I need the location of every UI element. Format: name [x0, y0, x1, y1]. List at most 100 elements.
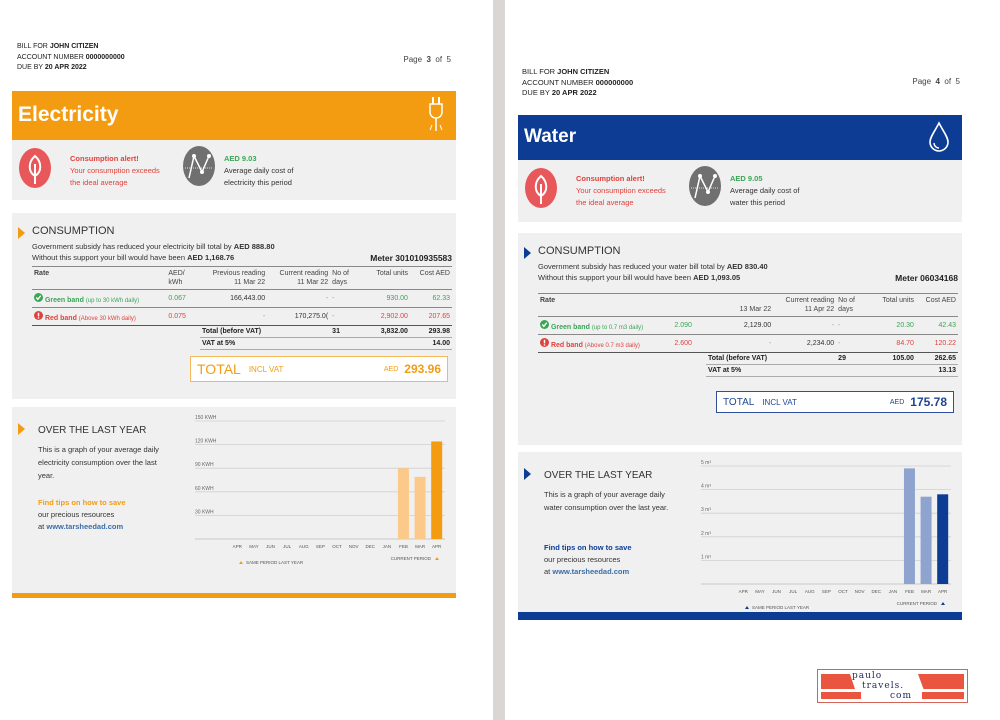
col-label: 11 Mar 22 [234, 279, 266, 286]
col-current-reading: Current reading 11 Apr 22 [773, 294, 836, 317]
legend-last-year: SAME PERIOD LAST YEAR [752, 605, 810, 610]
total-incl-vat-box: TOTAL INCL VAT AED 293.96 [190, 356, 448, 382]
x-tick-label: JUN [266, 544, 275, 549]
y-tick-label: 2 m³ [701, 531, 711, 537]
x-tick-label: FEB [399, 544, 408, 549]
due-date: 20 APR 2022 [551, 88, 597, 97]
without-support-text: Without this support your bill would hav… [538, 272, 692, 282]
x-tick-label: NOV [349, 544, 359, 549]
tips-link[interactable]: www.tarsheedad.com [552, 567, 630, 576]
consumption-chart: 1 m³ 2 m³ 3 m³ 4 m³ 5 m³ APR MAY JUN JUL AUG SEP OC… [701, 460, 951, 610]
tips-title: Find tips on how to save [38, 498, 126, 507]
tips-link[interactable]: www.tarsheedad.com [46, 522, 124, 531]
y-tick-label: 1 m³ [701, 554, 711, 560]
rate-cell: Red band (Above 30 kWh daily) [32, 308, 166, 326]
cost: 207.65 [428, 313, 450, 320]
bar-current-apr [937, 494, 949, 584]
table-row-red-band: Red band (Above 30 kWh daily) 0.075 - 17… [32, 308, 452, 326]
consumption-table: Rate 13 Mar 22 Current reading 11 Apr 22 … [538, 293, 958, 377]
of-label: of [944, 77, 952, 86]
total-units: 2,902.00 [380, 313, 408, 320]
y-tick-label: 120 KWH [195, 439, 217, 445]
x-tick-label: OCT [332, 544, 342, 549]
watermark-line2: travels. [862, 681, 905, 691]
avg-cost-value: AED 9.03 [224, 154, 257, 163]
consumption-title: CONSUMPTION [538, 245, 621, 257]
current-reading: - [831, 322, 835, 329]
alert-title: Consumption alert! [576, 174, 645, 183]
total-amount: 175.78 [910, 395, 947, 409]
history-description: This is a graph of your average daily wa… [544, 490, 669, 512]
days: - [838, 322, 841, 329]
col-label: No of [838, 297, 855, 304]
y-tick-label: 90 KWH [195, 462, 214, 468]
avg-cost-line1: Average daily cost of [730, 186, 800, 195]
avg-cost-line2: electricity this period [224, 178, 292, 187]
y-tick-label: 4 m³ [701, 484, 711, 490]
tips-title: Find tips on how to save [544, 543, 632, 552]
y-tick-label: 5 m³ [701, 460, 711, 466]
total-amount: 293.96 [404, 362, 441, 376]
subsidy-amount: AED 830.40 [726, 262, 768, 271]
page-bottom-bar [12, 593, 456, 598]
check-circle-icon [34, 293, 43, 302]
vat-amount: 13.13 [915, 364, 958, 377]
spacer [672, 353, 706, 365]
cost-graph-icon [183, 146, 215, 186]
page-current: 4 [935, 77, 940, 86]
consumption-table: Rate AED/kWh Previous reading 11 Mar 22 C… [32, 266, 452, 350]
consumption-alert: Consumption alert! Your consumption excee… [70, 153, 160, 189]
band-note: (up to 30 kWh daily) [85, 298, 140, 304]
x-tick-label: NOV [855, 589, 865, 594]
x-tick-label: JUL [789, 589, 797, 594]
page-label: Page [912, 77, 932, 86]
y-tick-label: 150 KWH [195, 415, 217, 421]
col-rate-label: Rate [540, 297, 556, 304]
currency-label: AED [889, 398, 905, 406]
x-tick-label: OCT [838, 589, 848, 594]
rate-cell: Green band (up to 0.7 m3 daily) [538, 317, 672, 335]
spacer [32, 326, 166, 338]
x-tick-label: AUG [805, 589, 815, 594]
bar-current-apr [431, 441, 443, 539]
x-tick-label: SEP [822, 589, 831, 594]
alert-line1: Your consumption exceeds [576, 186, 666, 195]
total-units: 20.30 [896, 322, 914, 329]
rate-value: 0.067 [168, 295, 186, 302]
current-reading: 2,234.00 [806, 340, 835, 347]
current-reading: 170,275.0( [294, 313, 329, 320]
cost: 42.43 [938, 322, 956, 329]
rate-cell: Red band (Above 0.7 m3 daily) [538, 335, 672, 353]
subsidy-amount: AED 888.80 [233, 242, 275, 251]
col-total-units: Total units [376, 270, 408, 277]
band-name: Green band [44, 297, 84, 304]
spacer [538, 365, 672, 377]
avg-cost-line2: water this period [730, 198, 786, 207]
incl-vat-label: INCL VAT [762, 397, 797, 407]
page-total: 5 [446, 55, 451, 64]
x-tick-label: JAN [383, 544, 392, 549]
without-support-text: Without this support your bill would hav… [32, 252, 186, 262]
alert-line2: the ideal average [70, 178, 128, 187]
cost-before-vat: 262.65 [915, 352, 958, 365]
account-number: 000000000 [595, 77, 634, 87]
cost-graph-icon [689, 166, 721, 206]
col-unit-rate: AED/kWh [166, 267, 200, 290]
bill-header: BILL FOR JOHN CITIZEN ACCOUNT NUMBER 000… [17, 42, 125, 74]
col-days: No of days [836, 294, 870, 317]
bar-last-year-mar [414, 476, 426, 539]
x-tick-label: APR [739, 589, 749, 594]
utility-banner: Water [518, 115, 962, 160]
days: - [838, 340, 841, 347]
alert-panel: Consumption alert! Your consumption excee… [12, 140, 456, 200]
total-units: 84.70 [896, 340, 914, 347]
due-date: 20 APR 2022 [44, 64, 87, 71]
spacer [538, 353, 672, 365]
x-tick-label: MAY [755, 589, 764, 594]
legend-triangle-icon [745, 606, 749, 609]
col-label: No of [332, 270, 349, 277]
of-label: of [435, 55, 443, 64]
rate-value: 0.075 [168, 313, 186, 320]
utility-title: Water [524, 126, 577, 147]
current-reading: - [325, 295, 329, 302]
